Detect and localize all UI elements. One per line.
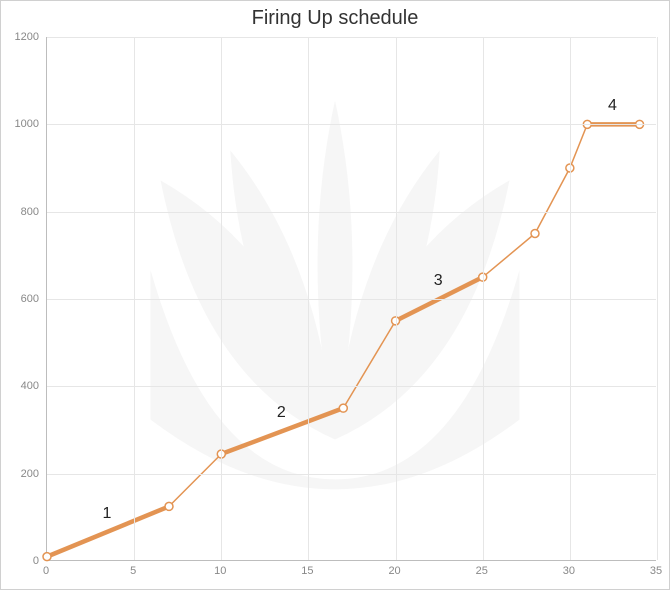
gridline-h (47, 299, 656, 300)
x-tick-label: 10 (214, 565, 226, 577)
y-tick-label: 400 (3, 380, 39, 392)
series-line (47, 124, 640, 556)
gridline-h (47, 212, 656, 213)
chart-container: Firing Up schedule 020040060080010001200… (0, 0, 670, 590)
x-tick-label: 15 (301, 565, 313, 577)
x-tick-label: 20 (388, 565, 400, 577)
segment-label: 2 (277, 404, 286, 422)
x-tick-label: 5 (130, 565, 136, 577)
data-marker (531, 230, 539, 238)
segment-label: 3 (434, 272, 443, 290)
y-tick-label: 800 (3, 206, 39, 218)
gridline-v (308, 37, 309, 560)
gridline-v (570, 37, 571, 560)
gridline-v (221, 37, 222, 560)
gridline-v (657, 37, 658, 560)
data-marker (43, 553, 51, 561)
plot-area (46, 37, 656, 561)
x-tick-label: 25 (476, 565, 488, 577)
data-marker (339, 404, 347, 412)
gridline-h (47, 474, 656, 475)
x-tick-label: 35 (650, 565, 662, 577)
gridline-h (47, 37, 656, 38)
y-tick-label: 200 (3, 468, 39, 480)
gridline-v (396, 37, 397, 560)
data-marker (165, 502, 173, 510)
y-tick-label: 1200 (3, 31, 39, 43)
chart-title: Firing Up schedule (1, 1, 669, 30)
gridline-v (483, 37, 484, 560)
x-tick-label: 0 (43, 565, 49, 577)
segment-label: 4 (608, 97, 617, 115)
x-tick-label: 30 (563, 565, 575, 577)
gridline-h (47, 386, 656, 387)
y-tick-label: 0 (3, 555, 39, 567)
y-tick-label: 1000 (3, 118, 39, 130)
y-tick-label: 600 (3, 293, 39, 305)
gridline-v (134, 37, 135, 560)
segment-label: 1 (103, 505, 112, 523)
gridline-h (47, 124, 656, 125)
